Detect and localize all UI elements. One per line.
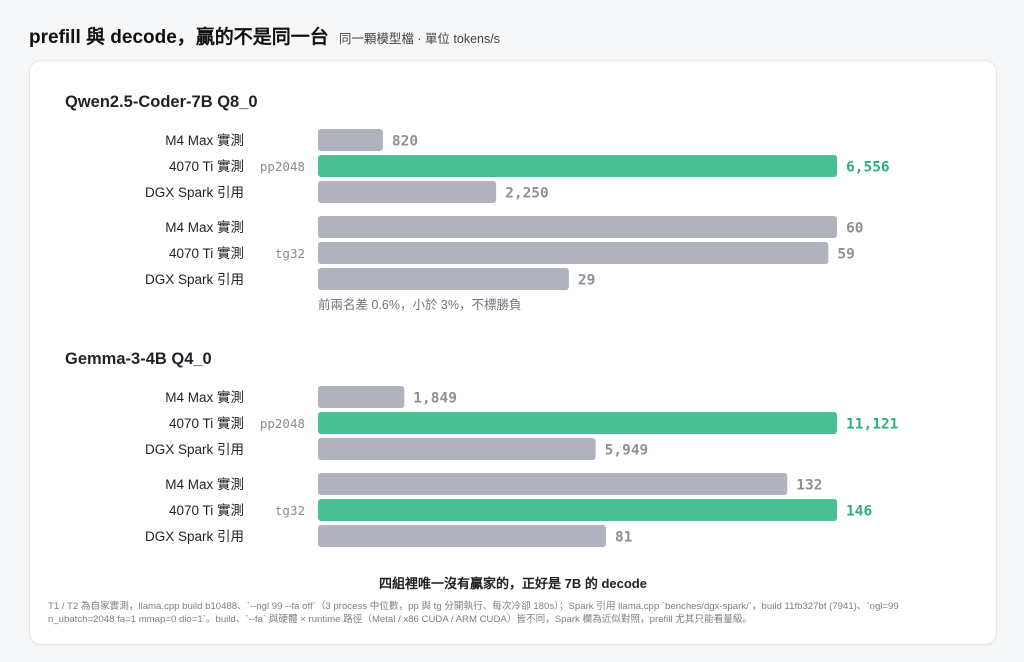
value-label: 146 (846, 504, 872, 520)
category-label: DGX Spark 引用 (145, 529, 244, 544)
value-label: 820 (392, 134, 418, 150)
value-label: 60 (846, 221, 863, 237)
group-label: pp2048 (260, 416, 305, 431)
bar (318, 525, 606, 547)
category-label: 4070 Ti 實測 (169, 502, 244, 518)
category-label: DGX Spark 引用 (145, 185, 244, 200)
bar (318, 129, 383, 151)
page-subtitle: 同一顆模型檔 · 單位 tokens/s (338, 32, 500, 46)
bar-chart: Qwen2.5-Coder-7B Q8_0 M4 Max 實測 820 4070 Ti… (65, 93, 899, 547)
value-label: 81 (615, 530, 633, 546)
value-label: 6,556 (846, 160, 890, 176)
value-label: 2,250 (505, 186, 549, 202)
group-label: tg32 (275, 246, 305, 261)
category-label: DGX Spark 引用 (145, 442, 244, 457)
bar (318, 438, 596, 460)
section-title: Qwen2.5-Coder-7B Q8_0 (65, 93, 258, 111)
bar (318, 242, 829, 264)
bar (318, 412, 837, 434)
footnote: T1 / T2 為自家實測，llama.cpp build b10488、`--… (48, 601, 899, 625)
category-label: 4070 Ti 實測 (169, 245, 244, 261)
bar (318, 499, 837, 521)
header: prefill 與 decode，贏的不是同一台 同一顆模型檔 · 單位 tok… (29, 22, 500, 49)
category-label: DGX Spark 引用 (145, 272, 244, 287)
value-label: 29 (578, 273, 595, 289)
category-label: 4070 Ti 實測 (169, 415, 244, 431)
bar (318, 473, 788, 495)
bottom-note: 四組裡唯一沒有贏家的，正好是 7B 的 decode (379, 576, 647, 591)
value-label: 11,121 (846, 417, 899, 433)
group-label: tg32 (275, 503, 305, 518)
bar (318, 386, 405, 408)
bar (318, 268, 569, 290)
value-label: 132 (796, 478, 822, 494)
category-label: M4 Max 實測 (165, 132, 244, 148)
category-label: M4 Max 實測 (165, 476, 244, 492)
chart-card: Qwen2.5-Coder-7B Q8_0 M4 Max 實測 820 4070 Ti… (29, 60, 997, 645)
bar (318, 216, 837, 238)
category-label: M4 Max 實測 (165, 219, 244, 235)
value-label: 5,949 (605, 443, 649, 459)
value-label: 1,849 (413, 391, 457, 407)
category-label: 4070 Ti 實測 (169, 158, 244, 174)
page-title: prefill 與 decode，贏的不是同一台 (29, 27, 329, 48)
bar (318, 155, 837, 177)
group-note: 前兩名差 0.6%，小於 3%，不標勝負 (318, 297, 522, 312)
value-label: 59 (837, 247, 854, 263)
group-label: pp2048 (260, 159, 305, 174)
bar (318, 181, 497, 203)
section-title: Gemma-3-4B Q4_0 (65, 350, 212, 368)
category-label: M4 Max 實測 (165, 389, 244, 405)
